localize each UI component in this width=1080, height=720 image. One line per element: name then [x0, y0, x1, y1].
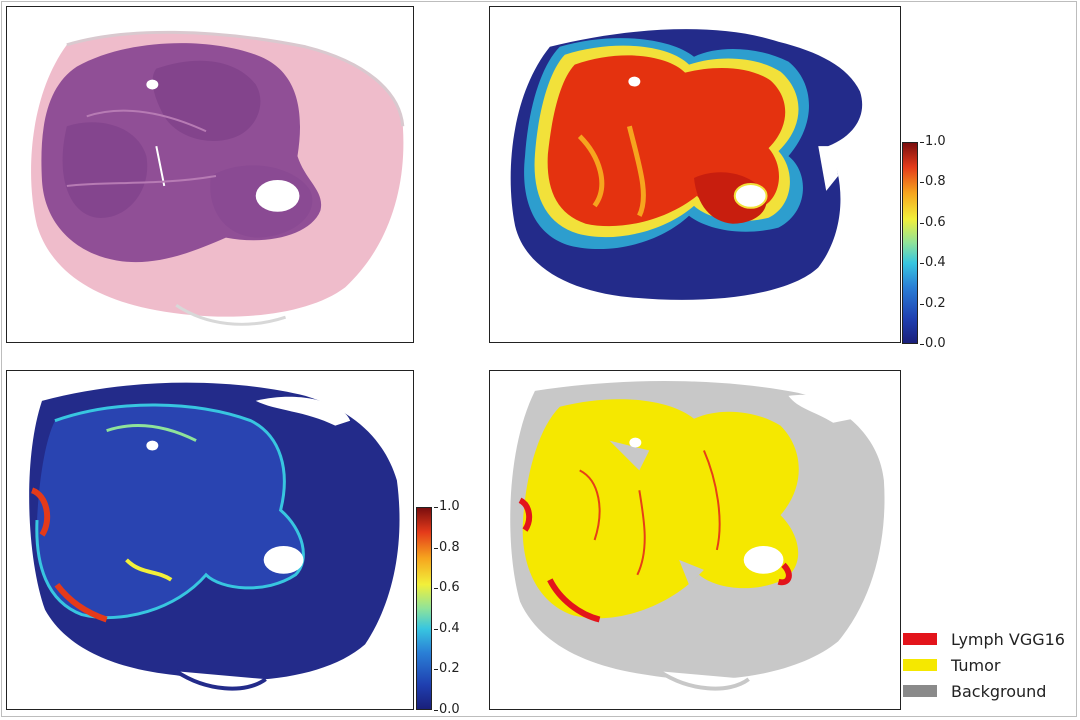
- classification-map-panel: [489, 370, 901, 710]
- legend-label-lymph: Lymph VGG16: [951, 629, 1065, 649]
- he-stain-panel: [6, 6, 414, 343]
- tumor-heatmap-image: [510, 29, 863, 300]
- he-tissue-image: [31, 30, 405, 326]
- lymph-colorbar-tick-label: 0.4: [434, 620, 460, 636]
- tumor-colorbar-tick-label: 0.4: [920, 255, 946, 271]
- legend-item-tumor: Tumor: [903, 654, 1000, 676]
- legend-swatch-lymph: [903, 633, 937, 645]
- legend-item-background: Background: [903, 680, 1046, 702]
- lymph-colorbar-tick-label: 0.8: [434, 539, 460, 555]
- lymph-colorbar: [416, 507, 432, 710]
- lymph-colorbar-tick-label: 0.0: [434, 702, 460, 717]
- lymph-colorbar-tick-label: 1.0: [434, 499, 460, 514]
- classification-map-image: [510, 380, 885, 691]
- tumor-colorbar: [902, 142, 918, 344]
- tumor-colorbar-tick-label: 0.2: [920, 295, 946, 311]
- lymph-heatmap-image: [29, 382, 400, 691]
- legend-label-tumor: Tumor: [951, 655, 1001, 675]
- legend-swatch-background: [903, 685, 937, 697]
- tumor-colorbar-tick-label: 0.6: [920, 214, 946, 230]
- tumor-heatmap-panel: [489, 6, 901, 343]
- lymph-colorbar-tick-label: 0.2: [434, 661, 460, 677]
- tumor-colorbar-tick-label: 0.8: [920, 174, 946, 190]
- tumor-colorbar-tick-label: 1.0: [920, 134, 946, 149]
- legend-swatch-tumor: [903, 659, 937, 671]
- legend-label-background: Background: [951, 681, 1047, 701]
- lymph-heatmap-panel: [6, 370, 414, 710]
- lymph-colorbar-tick-label: 0.6: [434, 580, 460, 596]
- tumor-colorbar-tick-label: 0.0: [920, 336, 946, 351]
- legend-item-lymph: Lymph VGG16: [903, 628, 1065, 650]
